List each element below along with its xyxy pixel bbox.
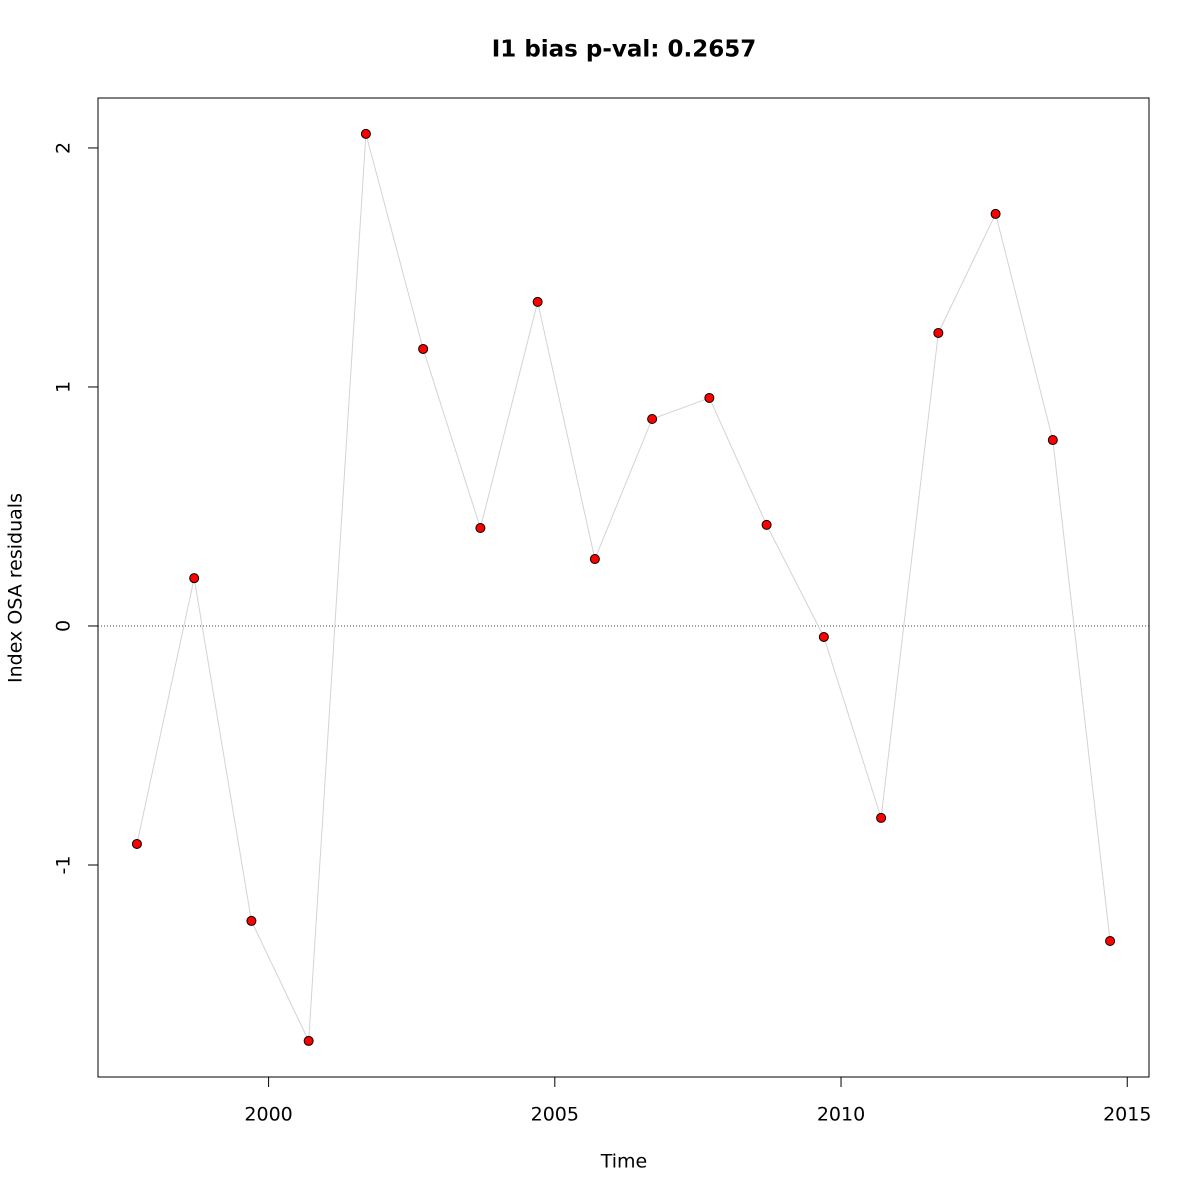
point [1047,435,1058,446]
y-tick-label: 0 [53,620,75,632]
y-tick-label: 1 [53,381,75,393]
point [933,327,944,338]
point [532,296,543,307]
point [1105,936,1116,947]
y-axis-label: Index OSA residuals [5,493,27,683]
point [418,343,429,354]
x-axis-label: Time [600,1151,648,1173]
point [761,519,772,530]
point [189,573,200,584]
point [475,522,486,533]
x-tick-label: 2005 [531,1104,579,1126]
x-tick-label: 2000 [244,1104,292,1126]
point [876,812,887,823]
point [303,1035,314,1046]
point [589,554,600,565]
chart-title: I1 bias p-val: 0.2657 [492,37,757,63]
series-line [136,133,1111,1043]
y-tick-label: -1 [53,856,75,875]
point [246,915,257,926]
point [818,631,829,642]
point [704,392,715,403]
point [647,413,658,424]
x-tick-label: 2010 [817,1104,865,1126]
x-tick-label: 2015 [1103,1104,1151,1126]
point [990,208,1001,219]
point [131,838,142,849]
point [360,128,371,139]
y-tick-label: 2 [53,142,75,154]
